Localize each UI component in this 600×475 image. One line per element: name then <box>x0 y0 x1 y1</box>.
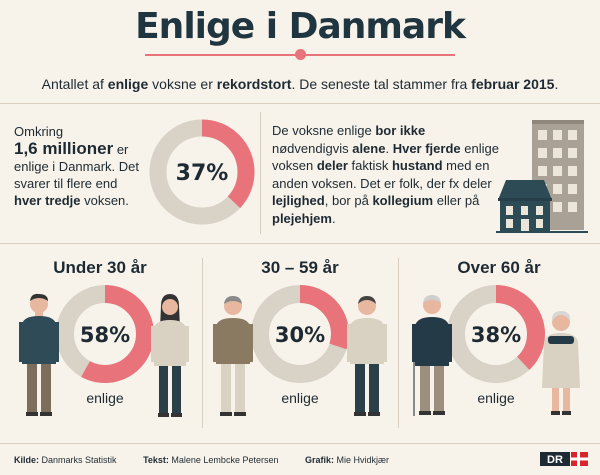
donut-30-59: 30% <box>251 285 349 383</box>
donut-over-60: 38% <box>447 285 545 383</box>
top-vertical-divider <box>260 112 261 234</box>
group-sub-label: enlige <box>281 390 319 406</box>
group-divider-1 <box>202 258 203 428</box>
young-woman-icon <box>151 294 189 417</box>
donut-arc <box>56 285 154 383</box>
group-title-under-30: Under 30 år <box>53 258 147 277</box>
group-sub-label: enlige <box>86 390 124 406</box>
main-donut-chart: 37% <box>149 119 255 225</box>
svg-text:DR: DR <box>547 454 563 466</box>
group-sub-label: enlige <box>477 390 515 406</box>
top-divider <box>0 103 600 104</box>
dr-logo: DR <box>540 452 588 466</box>
donut-under-30: 58% <box>56 285 154 383</box>
living-text: De voksne enlige bor ikke nødvendigvis a… <box>272 123 499 226</box>
middle-aged-man-icon <box>213 296 253 416</box>
summary-text: Omkring 1,6 millioner er enlige i Danmark… <box>14 124 139 208</box>
group-title-30-59: 30 – 59 år <box>261 258 339 277</box>
donut-label: 38% <box>471 323 521 347</box>
elderly-man-icon <box>412 295 452 416</box>
middle-aged-man-2-icon <box>347 296 387 416</box>
donut-label: 30% <box>275 323 325 347</box>
credits: Kilde: Danmarks Statistik Tekst: Malene … <box>14 455 390 465</box>
group-title-over-60: Over 60 år <box>457 258 541 277</box>
buildings-icon <box>496 120 588 233</box>
donut-label: 58% <box>80 323 130 347</box>
main-donut-label: 37% <box>176 161 229 186</box>
elderly-woman-icon <box>542 311 580 415</box>
main-donut-arc <box>149 119 255 225</box>
group-divider-2 <box>398 258 399 428</box>
donut-arc <box>447 285 545 383</box>
intro-text: Antallet af enlige voksne er rekordstort… <box>41 76 559 92</box>
footer-divider <box>0 443 600 444</box>
page-title: Enlige i Danmark <box>135 6 466 47</box>
young-man-icon <box>19 293 59 416</box>
donut-arc <box>251 285 349 383</box>
middle-divider <box>0 243 600 244</box>
title-dot-icon <box>295 49 306 60</box>
